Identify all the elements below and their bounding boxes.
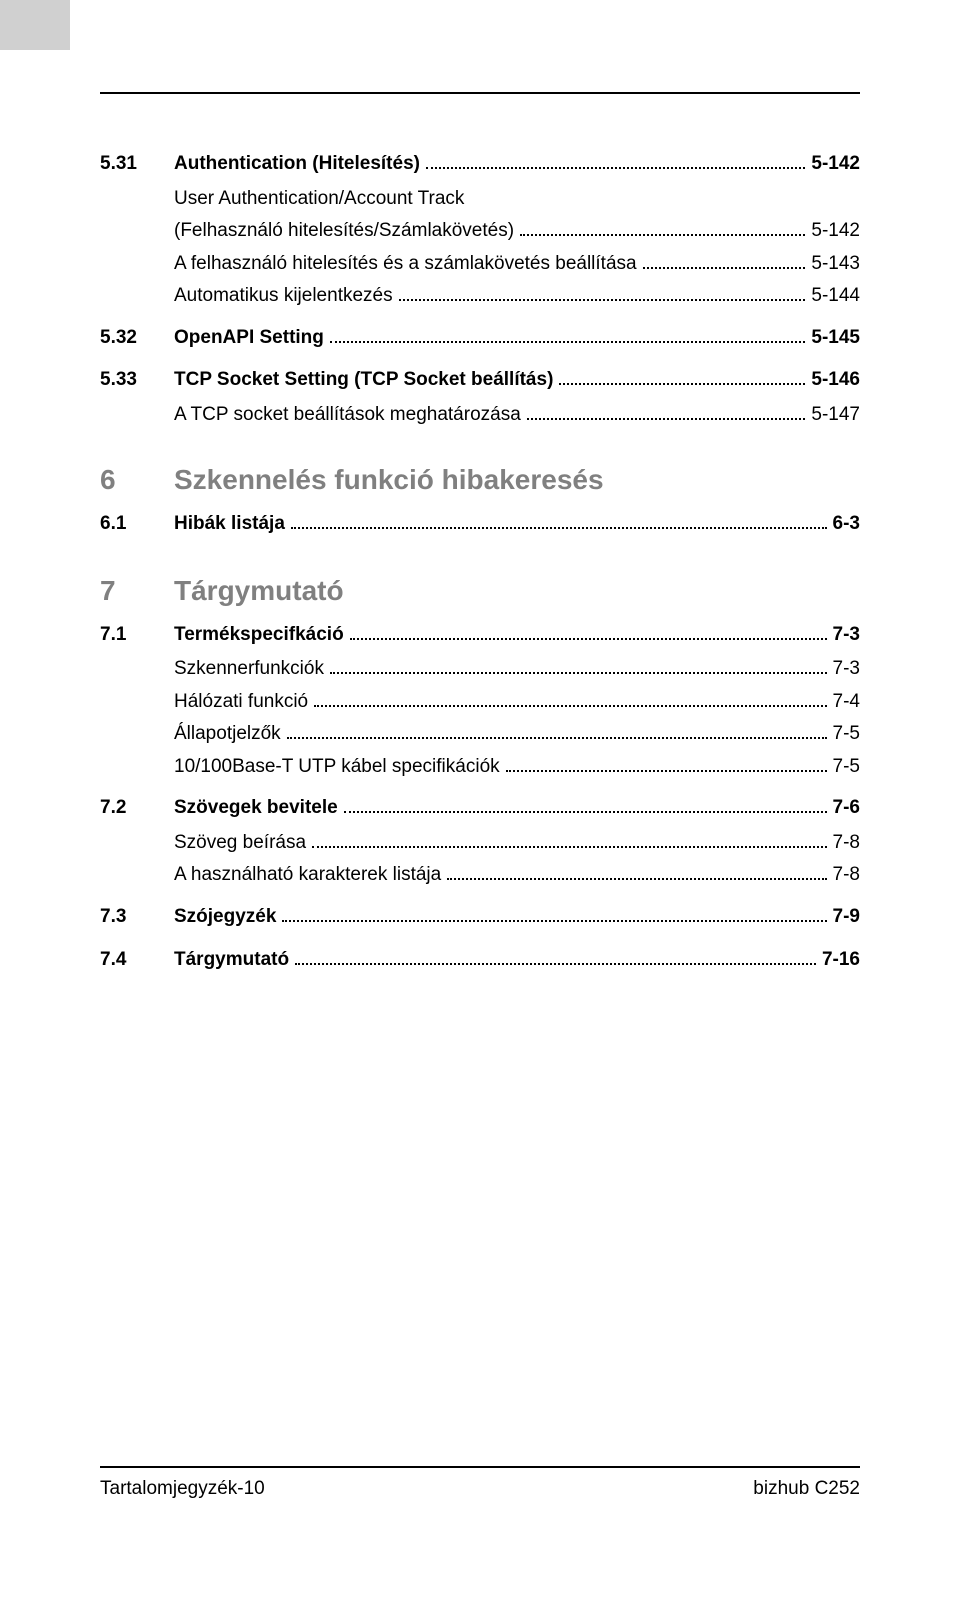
toc-title: Szójegyzék: [174, 903, 276, 932]
toc-subentry: Hálózati funkció 7-4: [174, 688, 860, 716]
toc-num: 7.3: [100, 903, 174, 932]
toc-title: Automatikus kijelentkezés: [174, 282, 393, 310]
toc-dots: [295, 963, 816, 965]
toc-num: 7.1: [100, 621, 174, 650]
toc-page: 7-8: [833, 829, 860, 857]
toc-title: Szövegek bevitele: [174, 794, 338, 823]
chapter-title: Szkennelés funkció hibakeresés: [174, 464, 604, 496]
toc-title: A használható karakterek listája: [174, 861, 441, 889]
toc-num: 5.33: [100, 366, 174, 395]
toc-dots: [520, 234, 805, 236]
toc-page: 5-147: [811, 401, 860, 429]
footer: Tartalomjegyzék-10 bizhub C252: [100, 1478, 860, 1500]
toc-entry-5-33: 5.33 TCP Socket Setting (TCP Socket beál…: [100, 366, 860, 395]
toc-page: 7-5: [833, 753, 860, 781]
toc-page: 5-142: [811, 150, 860, 179]
toc-title: Állapotjelzők: [174, 720, 281, 748]
toc-title: User Authentication/Account Track: [174, 185, 464, 213]
toc-page: 7-6: [833, 794, 860, 823]
toc-dots: [330, 672, 827, 674]
toc-sub-group: A TCP socket beállítások meghatározása 5…: [100, 401, 860, 429]
footer-left: Tartalomjegyzék-10: [100, 1478, 265, 1500]
toc-chapter-7: 7 Tárgymutató: [100, 575, 860, 607]
toc-page: 7-16: [822, 946, 860, 975]
toc-title: A felhasználó hitelesítés és a számlaköv…: [174, 250, 637, 278]
toc-content: 5.31 Authentication (Hitelesítés) 5-142 …: [100, 150, 860, 980]
toc-title: Tárgymutató: [174, 946, 289, 975]
toc-title: 10/100Base-T UTP kábel specifikációk: [174, 753, 500, 781]
toc-dots: [643, 267, 806, 269]
toc-entry-5-31: 5.31 Authentication (Hitelesítés) 5-142: [100, 150, 860, 179]
toc-sub-group: Szkennerfunkciók 7-3 Hálózati funkció 7-…: [100, 655, 860, 780]
toc-title: Hibák listája: [174, 510, 285, 539]
toc-dots: [527, 418, 806, 420]
toc-title: OpenAPI Setting: [174, 324, 324, 353]
toc-subentry: Automatikus kijelentkezés 5-144: [174, 282, 860, 310]
toc-page: 7-8: [833, 861, 860, 889]
toc-title: Termékspecifkáció: [174, 621, 344, 650]
toc-entry-7-2: 7.2 Szövegek bevitele 7-6: [100, 794, 860, 823]
top-rule: [100, 92, 860, 94]
toc-page: 7-9: [833, 903, 860, 932]
toc-num: 7.2: [100, 794, 174, 823]
toc-title: Authentication (Hitelesítés): [174, 150, 420, 179]
toc-title: TCP Socket Setting (TCP Socket beállítás…: [174, 366, 553, 395]
toc-subentry: A használható karakterek listája 7-8: [174, 861, 860, 889]
toc-subentry: Szkennerfunkciók 7-3: [174, 655, 860, 683]
toc-dots: [447, 878, 826, 880]
toc-dots: [330, 341, 805, 343]
toc-entry-7-1: 7.1 Termékspecifkáció 7-3: [100, 621, 860, 650]
toc-dots: [426, 167, 805, 169]
toc-dots: [350, 638, 827, 640]
toc-num: 6.1: [100, 510, 174, 539]
toc-entry-6-1: 6.1 Hibák listája 6-3: [100, 510, 860, 539]
chapter-num: 7: [100, 575, 174, 607]
toc-entry-5-32: 5.32 OpenAPI Setting 5-145: [100, 324, 860, 353]
toc-subentry: (Felhasználó hitelesítés/Számlakövetés) …: [174, 217, 860, 245]
chapter-title: Tárgymutató: [174, 575, 344, 607]
toc-entry-7-3: 7.3 Szójegyzék 7-9: [100, 903, 860, 932]
toc-subentry: 10/100Base-T UTP kábel specifikációk 7-5: [174, 753, 860, 781]
toc-title: Szöveg beírása: [174, 829, 306, 857]
toc-sub-group: Szöveg beírása 7-8 A használható karakte…: [100, 829, 860, 889]
toc-num: 5.32: [100, 324, 174, 353]
toc-dots: [312, 846, 827, 848]
toc-dots: [506, 770, 827, 772]
toc-num: 5.31: [100, 150, 174, 179]
toc-page: 7-5: [833, 720, 860, 748]
toc-num: 7.4: [100, 946, 174, 975]
toc-sub-group: User Authentication/Account Track (Felha…: [100, 185, 860, 310]
toc-dots: [344, 811, 827, 813]
toc-entry-7-4: 7.4 Tárgymutató 7-16: [100, 946, 860, 975]
toc-dots: [291, 527, 827, 529]
toc-subentry: User Authentication/Account Track: [174, 185, 860, 213]
toc-page: 7-3: [833, 621, 860, 650]
toc-subentry: A felhasználó hitelesítés és a számlaköv…: [174, 250, 860, 278]
toc-page: 5-144: [811, 282, 860, 310]
toc-chapter-6: 6 Szkennelés funkció hibakeresés: [100, 464, 860, 496]
toc-page: 7-4: [833, 688, 860, 716]
page-tab: [0, 0, 70, 50]
toc-page: 7-3: [833, 655, 860, 683]
toc-dots: [314, 705, 826, 707]
toc-page: 6-3: [833, 510, 860, 539]
toc-page: 5-143: [811, 250, 860, 278]
toc-title: (Felhasználó hitelesítés/Számlakövetés): [174, 217, 514, 245]
toc-dots: [282, 920, 826, 922]
toc-title: Hálózati funkció: [174, 688, 308, 716]
toc-page: 5-145: [811, 324, 860, 353]
toc-dots: [399, 299, 806, 301]
chapter-num: 6: [100, 464, 174, 496]
toc-page: 5-146: [811, 366, 860, 395]
toc-subentry: Szöveg beírása 7-8: [174, 829, 860, 857]
toc-title: Szkennerfunkciók: [174, 655, 324, 683]
toc-page: 5-142: [811, 217, 860, 245]
toc-dots: [559, 383, 805, 385]
toc-subentry: Állapotjelzők 7-5: [174, 720, 860, 748]
toc-title: A TCP socket beállítások meghatározása: [174, 401, 521, 429]
footer-rule: [100, 1466, 860, 1468]
footer-right: bizhub C252: [753, 1478, 860, 1500]
toc-subentry: A TCP socket beállítások meghatározása 5…: [174, 401, 860, 429]
toc-dots: [287, 737, 827, 739]
